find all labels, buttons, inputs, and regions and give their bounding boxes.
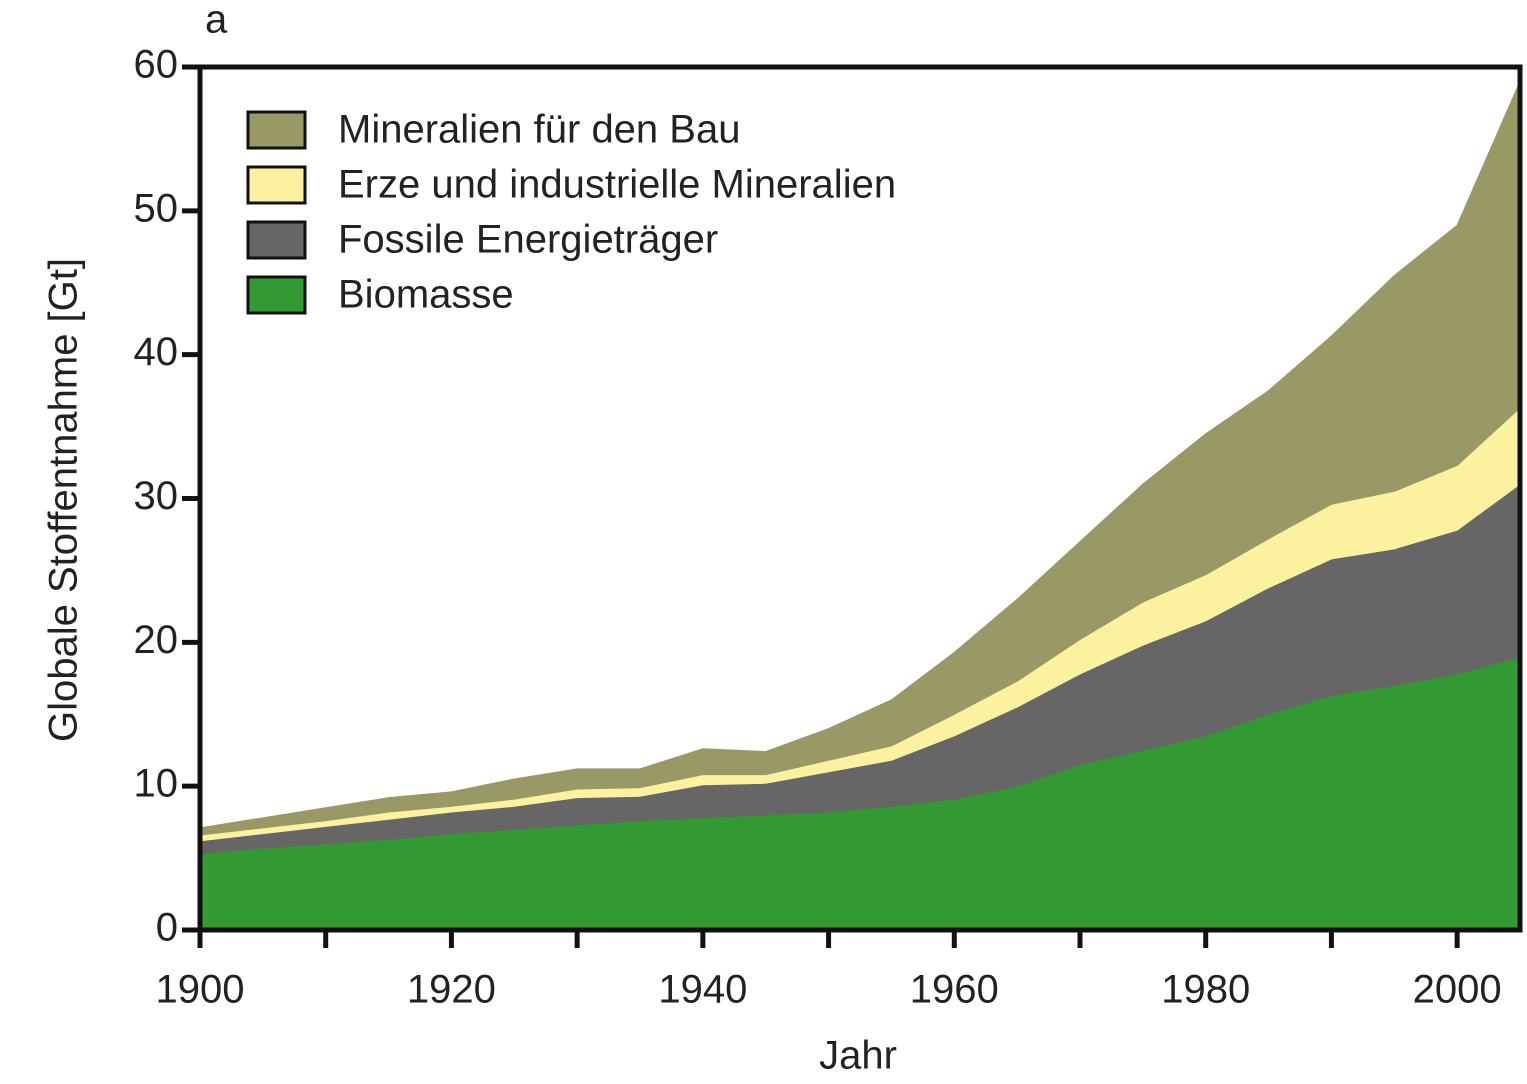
legend-swatch bbox=[246, 110, 307, 150]
y-tick-label: 30 bbox=[134, 474, 179, 518]
y-tick-label: 10 bbox=[134, 762, 179, 806]
y-tick-label: 50 bbox=[134, 186, 179, 230]
legend-swatch bbox=[246, 165, 307, 205]
panel-label: a bbox=[205, 0, 228, 42]
legend-label: Mineralien für den Bau bbox=[338, 108, 740, 152]
legend-label: Biomasse bbox=[338, 273, 514, 317]
x-tick-label: 2000 bbox=[1413, 968, 1502, 1012]
y-axis-label: Globale Stoffentnahme [Gt] bbox=[42, 258, 86, 742]
x-tick-label: 1980 bbox=[1161, 968, 1250, 1012]
y-tick-label: 60 bbox=[134, 43, 179, 87]
x-axis-label: Jahr bbox=[819, 1034, 897, 1078]
y-tick-label: 0 bbox=[156, 906, 178, 950]
x-tick-label: 1940 bbox=[658, 968, 747, 1012]
legend-label: Erze und industrielle Mineralien bbox=[338, 163, 896, 207]
x-tick-label: 1920 bbox=[407, 968, 496, 1012]
y-tick-label: 20 bbox=[134, 618, 179, 662]
legend-label: Fossile Energieträger bbox=[338, 218, 718, 262]
x-tick-label: 1900 bbox=[156, 968, 245, 1012]
x-tick-label: 1960 bbox=[910, 968, 999, 1012]
y-tick-label: 40 bbox=[134, 330, 179, 374]
legend-swatch bbox=[246, 220, 307, 260]
legend-swatch bbox=[246, 275, 307, 315]
